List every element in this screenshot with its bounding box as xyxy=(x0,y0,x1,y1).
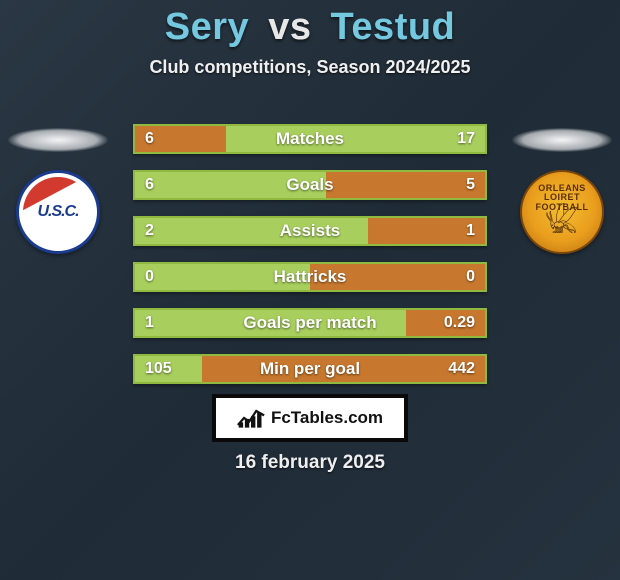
infographic-canvas: Sery vs Testud Club competitions, Season… xyxy=(0,0,620,580)
stat-label: Goals per match xyxy=(243,313,376,333)
player1-name: Sery xyxy=(165,6,249,48)
badge-left-text: U.S.C. xyxy=(37,203,78,221)
stat-label: Matches xyxy=(276,129,344,149)
stat-value-left: 105 xyxy=(145,360,172,378)
stat-value-right: 0.29 xyxy=(444,314,475,332)
player2-name: Testud xyxy=(331,6,456,48)
player2-column: ORLEANS LOIRET FOOTBALL 𓆤 xyxy=(512,128,612,254)
stat-value-right: 17 xyxy=(457,130,475,148)
stat-row: 0 0 Hattricks xyxy=(133,262,487,292)
subtitle: Club competitions, Season 2024/2025 xyxy=(0,57,620,78)
brand-name: FcTables.com xyxy=(271,408,383,428)
stat-value-right: 1 xyxy=(466,222,475,240)
stat-row: 1 0.29 Goals per match xyxy=(133,308,487,338)
stat-row: 105 442 Min per goal xyxy=(133,354,487,384)
wasp-icon: 𓆤 xyxy=(545,195,579,241)
stat-value-left: 2 xyxy=(145,222,154,240)
stat-value-left: 1 xyxy=(145,314,154,332)
stat-label: Goals xyxy=(286,175,333,195)
vs-label: vs xyxy=(268,6,311,48)
stat-row: 6 17 Matches xyxy=(133,124,487,154)
stat-value-left: 6 xyxy=(145,130,154,148)
stat-row: 2 1 Assists xyxy=(133,216,487,246)
stat-label: Assists xyxy=(280,221,340,241)
shadow-ellipse xyxy=(512,128,612,152)
generated-date: 16 february 2025 xyxy=(0,452,620,474)
stat-fill-right xyxy=(226,126,485,152)
stat-value-left: 0 xyxy=(145,268,154,286)
stats-container: 6 17 Matches 6 5 Goals 2 1 Assists 0 0 Hattricks 1 0.… xyxy=(133,124,487,400)
player2-club-badge: ORLEANS LOIRET FOOTBALL 𓆤 xyxy=(520,170,604,254)
brand-badge: FcTables.com xyxy=(212,394,408,442)
player1-club-badge: U.S.C. xyxy=(16,170,100,254)
page-title: Sery vs Testud xyxy=(0,0,620,49)
stat-label: Hattricks xyxy=(274,267,347,287)
shadow-ellipse xyxy=(8,128,108,152)
stat-value-right: 5 xyxy=(466,176,475,194)
stat-row: 6 5 Goals xyxy=(133,170,487,200)
brand-chart-icon xyxy=(237,407,265,429)
stat-label: Min per goal xyxy=(260,359,360,379)
stat-value-left: 6 xyxy=(145,176,154,194)
stat-value-right: 442 xyxy=(448,360,475,378)
stat-fill-right xyxy=(326,172,485,198)
stat-value-right: 0 xyxy=(466,268,475,286)
player1-column: U.S.C. xyxy=(8,128,108,254)
